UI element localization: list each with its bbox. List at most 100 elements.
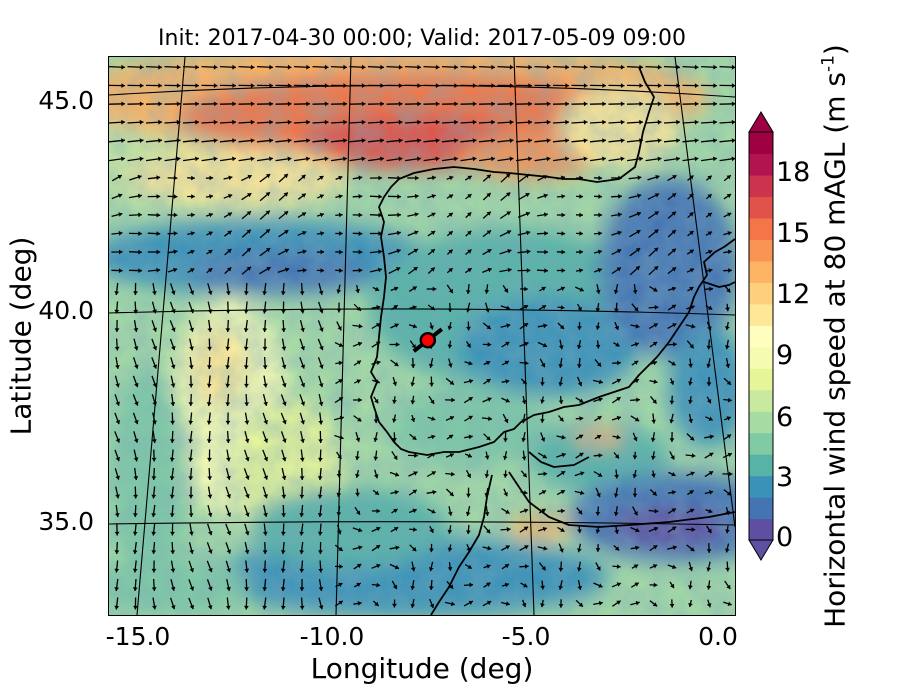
wind-vector-head [707, 528, 712, 534]
wind-vector-head [689, 287, 694, 291]
wind-vector-head [207, 457, 212, 462]
wind-vector-head [706, 382, 712, 386]
wind-vector-head [691, 527, 696, 532]
wind-vector-head [435, 64, 440, 70]
wind-vector-head [597, 268, 602, 273]
wind-vector-head [561, 249, 566, 255]
wind-vector-head [577, 364, 582, 368]
wind-vector-head [671, 472, 676, 477]
wind-vector-head [158, 119, 162, 125]
wind-vector-head [281, 513, 286, 517]
wind-vector-head [671, 193, 677, 198]
wind-vector-head [280, 550, 286, 554]
wind-vector-head [657, 101, 662, 107]
wind-vector-head [225, 309, 231, 314]
wind-vector-head [676, 83, 680, 88]
wind-vector-head [393, 509, 398, 513]
wind-vector-head [449, 491, 454, 496]
wind-map-panel[interactable] [108, 56, 736, 616]
wind-vector-head [528, 83, 532, 88]
wind-vector-head [250, 64, 255, 70]
wind-vector-head [486, 600, 492, 606]
wind-vector-head [207, 290, 213, 295]
wind-vector-head [318, 568, 324, 573]
wind-vector-head [560, 490, 565, 495]
wind-vector-head [602, 83, 606, 88]
wind-vector-head [707, 326, 712, 331]
wind-vector-head [449, 175, 454, 181]
wind-vector-head [139, 64, 144, 70]
wind-vector-head [398, 83, 403, 88]
wind-vector-head [170, 568, 176, 573]
wind-vector-head [287, 64, 292, 70]
wind-vector-head [577, 529, 582, 534]
wind-vector-head [374, 490, 379, 495]
wind-vector-head [602, 138, 606, 143]
wind-vector-head [373, 474, 379, 479]
wind-vector-head [213, 138, 218, 143]
wind-vector-head [708, 508, 713, 514]
wind-vector-head [376, 563, 381, 569]
wind-vector-head [652, 564, 658, 569]
wind-vector-head [374, 398, 379, 404]
wind-vector-head [676, 64, 680, 70]
wind-vector-head [114, 309, 120, 314]
wind-vector-head [299, 605, 305, 610]
wind-vector-head [410, 364, 416, 368]
wind-vector-head [115, 419, 121, 425]
wind-vector-head [633, 360, 639, 365]
wind-vector-head [244, 383, 249, 388]
wind-vector-head [468, 600, 473, 605]
wind-vector-head [449, 453, 454, 458]
wind-vector-head [173, 231, 178, 236]
wind-vector-head [543, 323, 548, 329]
wind-vector-head [546, 138, 551, 143]
wind-vector-head [676, 156, 680, 162]
wind-vector-head [410, 603, 416, 608]
wind-vector-head [171, 605, 176, 610]
colorbar-step [749, 368, 773, 391]
wind-vector-head [486, 582, 491, 587]
wind-vector-head [583, 83, 588, 88]
wind-vector-head [653, 582, 658, 588]
wind-vector-head [708, 471, 714, 476]
wind-vector-head [189, 308, 195, 314]
wind-vector-head [597, 416, 602, 421]
wind-vector-head [525, 211, 530, 217]
wind-vector-head [209, 194, 213, 199]
wind-vector-head [373, 419, 379, 424]
wind-vector-head [398, 119, 403, 125]
wind-vector-head [263, 512, 268, 517]
wind-vector-head [151, 494, 157, 499]
wind-vector-head [176, 119, 181, 125]
wind-vector-head [506, 211, 511, 216]
wind-vector-head [152, 291, 157, 295]
wind-vector-head [689, 249, 694, 254]
wind-vector-head [269, 156, 273, 162]
wind-vector-head [561, 212, 566, 218]
wind-vector-head [394, 564, 399, 570]
y-axis-label: Latitude (deg) [4, 236, 38, 436]
wind-vector-head [618, 175, 622, 181]
wind-vector-head [653, 545, 658, 550]
wind-vector-head [151, 568, 157, 573]
wind-vector-head [709, 286, 713, 292]
wind-vector-head [689, 344, 694, 349]
wind-vector-head [343, 83, 347, 88]
wind-vector-head [269, 119, 273, 125]
wind-vector-head [509, 83, 514, 88]
wind-vector-head [731, 156, 735, 162]
wind-vector-head [542, 454, 547, 459]
wind-vector-head [706, 399, 712, 404]
wind-vector-head [713, 101, 717, 107]
wind-vector-head [176, 101, 181, 107]
wind-vector-head [394, 472, 399, 477]
wind-vector-head [543, 546, 548, 551]
location-marker[interactable] [412, 327, 444, 353]
wind-vector-head [195, 101, 199, 107]
wind-vector-head [226, 568, 231, 573]
wind-vector-head [505, 173, 511, 178]
wind-vector-head [558, 345, 564, 350]
wind-vector-head [287, 138, 292, 143]
wind-vector-head [689, 508, 695, 513]
